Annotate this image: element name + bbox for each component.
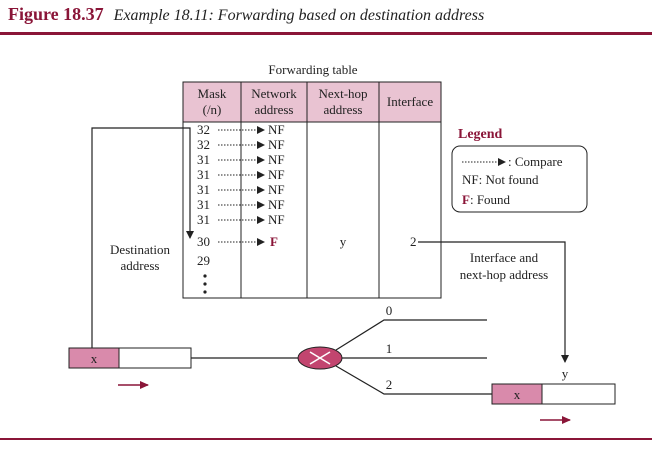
- row-mask: 31: [197, 167, 210, 182]
- router-interface-0-link: [335, 319, 487, 351]
- row-result: NF: [268, 197, 285, 212]
- top-rule: [0, 32, 652, 35]
- row-next-hop: y: [340, 234, 347, 249]
- legend-box: [451, 145, 588, 213]
- row-mask: 31: [197, 212, 210, 227]
- destination-label-line1: Destination: [110, 242, 170, 257]
- row-mask: 30: [197, 234, 210, 249]
- outgoing-packet-label: x: [514, 387, 521, 402]
- figure-header: Figure 18.37 Example 18.11: Forwarding b…: [8, 4, 646, 32]
- header-mask-line2: (/n): [203, 102, 222, 117]
- router-interface-1-label: 1: [386, 341, 393, 356]
- incoming-packet-label: x: [91, 351, 98, 366]
- legend-compare: : Compare: [508, 154, 563, 169]
- bottom-rule: [0, 438, 652, 440]
- incoming-packet-body: [118, 347, 192, 369]
- outgoing-packet-body: [541, 383, 616, 405]
- destination-line: [91, 127, 194, 348]
- legend-found: F: Found: [462, 192, 511, 207]
- header-mask-cell: [182, 81, 242, 123]
- ellipsis-dot: [203, 282, 207, 286]
- next-hop-y-label: y: [562, 366, 569, 381]
- row-mask: 29: [197, 253, 210, 268]
- router-cross: [309, 351, 331, 365]
- row-result: NF: [268, 137, 285, 152]
- header-network-line2: address: [255, 102, 294, 117]
- header-mask-line1: Mask: [198, 86, 227, 101]
- row-mask: 31: [197, 182, 210, 197]
- row-mask: 31: [197, 152, 210, 167]
- header-nexthop-line1: Next-hop: [318, 86, 367, 101]
- row-result: NF: [268, 152, 285, 167]
- figure-number: Figure 18.37: [8, 4, 104, 24]
- header-network-line1: Network: [251, 86, 297, 101]
- destination-label-line2: address: [121, 258, 160, 273]
- router-interface-2-link: [335, 365, 492, 395]
- row-result-found: F: [270, 234, 278, 249]
- header-interface-cell: [378, 81, 442, 123]
- ellipsis-dot: [203, 290, 207, 294]
- row-result: NF: [268, 167, 285, 182]
- row-result: NF: [268, 122, 285, 137]
- row-mask: 32: [197, 122, 210, 137]
- figure-caption: Example 18.11: Forwarding based on desti…: [113, 7, 485, 24]
- ellipsis-dot: [203, 274, 207, 278]
- legend-not-found: NF: Not found: [462, 172, 539, 187]
- row-interface: 2: [410, 234, 417, 249]
- table-title: Forwarding table: [268, 62, 357, 77]
- interface-nexthop-line: [418, 241, 569, 363]
- legend-found-letter: F: [462, 192, 470, 207]
- row-result: NF: [268, 182, 285, 197]
- table-body: [182, 121, 442, 299]
- header-interface: Interface: [387, 94, 433, 109]
- router-interface-2-label: 2: [386, 377, 393, 392]
- row-result: NF: [268, 212, 285, 227]
- interface-nexthop-label-line2: next-hop address: [460, 267, 548, 282]
- row-mask: 31: [197, 197, 210, 212]
- legend-title: Legend: [458, 127, 503, 142]
- header-nexthop-line2: address: [324, 102, 363, 117]
- legend-found-text: : Found: [470, 192, 511, 207]
- interface-nexthop-label-line1: Interface and: [470, 250, 539, 265]
- header-nexthop-cell: [306, 81, 380, 123]
- row-mask: 32: [197, 137, 210, 152]
- router-interface-0-label: 0: [386, 303, 393, 318]
